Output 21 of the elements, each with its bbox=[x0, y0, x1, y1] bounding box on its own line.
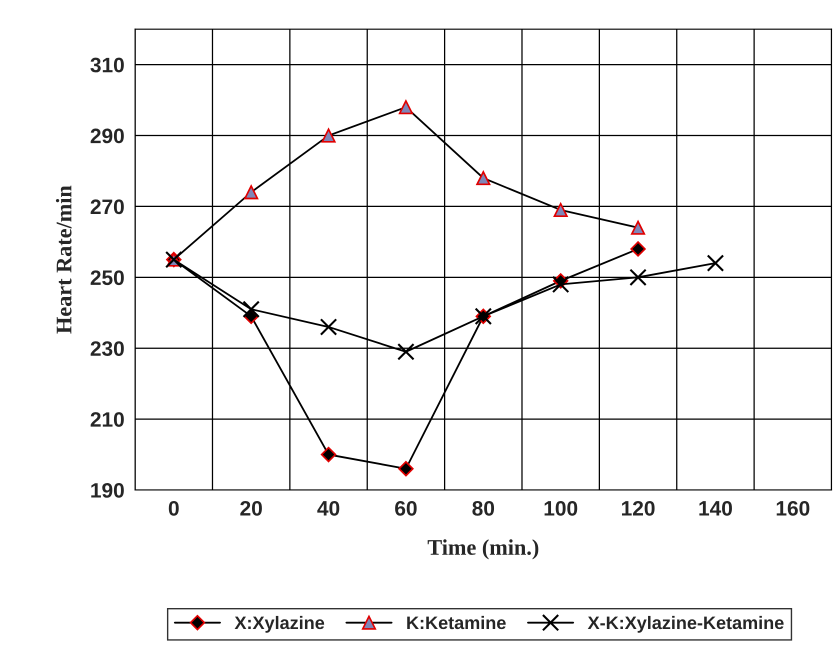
legend-label: K:Ketamine bbox=[407, 616, 506, 630]
y-tick-label: 210 bbox=[90, 412, 124, 427]
x-tick-label: 0 bbox=[168, 500, 179, 516]
legend-label: X:Xylazine bbox=[234, 616, 324, 633]
y-tick-label: 190 bbox=[91, 482, 124, 498]
x-tick-label: 160 bbox=[776, 500, 810, 516]
x-tick-label: 40 bbox=[317, 500, 340, 516]
y-tick-label: 270 bbox=[90, 199, 124, 214]
y-tick-label: 250 bbox=[90, 270, 124, 286]
x-tick-label: 120 bbox=[622, 500, 655, 516]
legend-label: X-K:Xylazine-Ketamine bbox=[588, 616, 784, 633]
x-tick-label: 100 bbox=[544, 500, 578, 516]
x-tick-label: 80 bbox=[472, 500, 494, 516]
x-tick-label: 140 bbox=[699, 500, 732, 516]
y-tick-label: 290 bbox=[90, 128, 124, 144]
y-axis-title: Heart Rate/min bbox=[56, 186, 72, 334]
x-tick-label: 20 bbox=[240, 500, 262, 516]
y-tick-label: 310 bbox=[90, 58, 124, 72]
x-tick-label: 60 bbox=[395, 500, 417, 516]
x-axis-title: Time (min.) bbox=[428, 539, 538, 560]
y-tick-label: 230 bbox=[90, 341, 124, 356]
